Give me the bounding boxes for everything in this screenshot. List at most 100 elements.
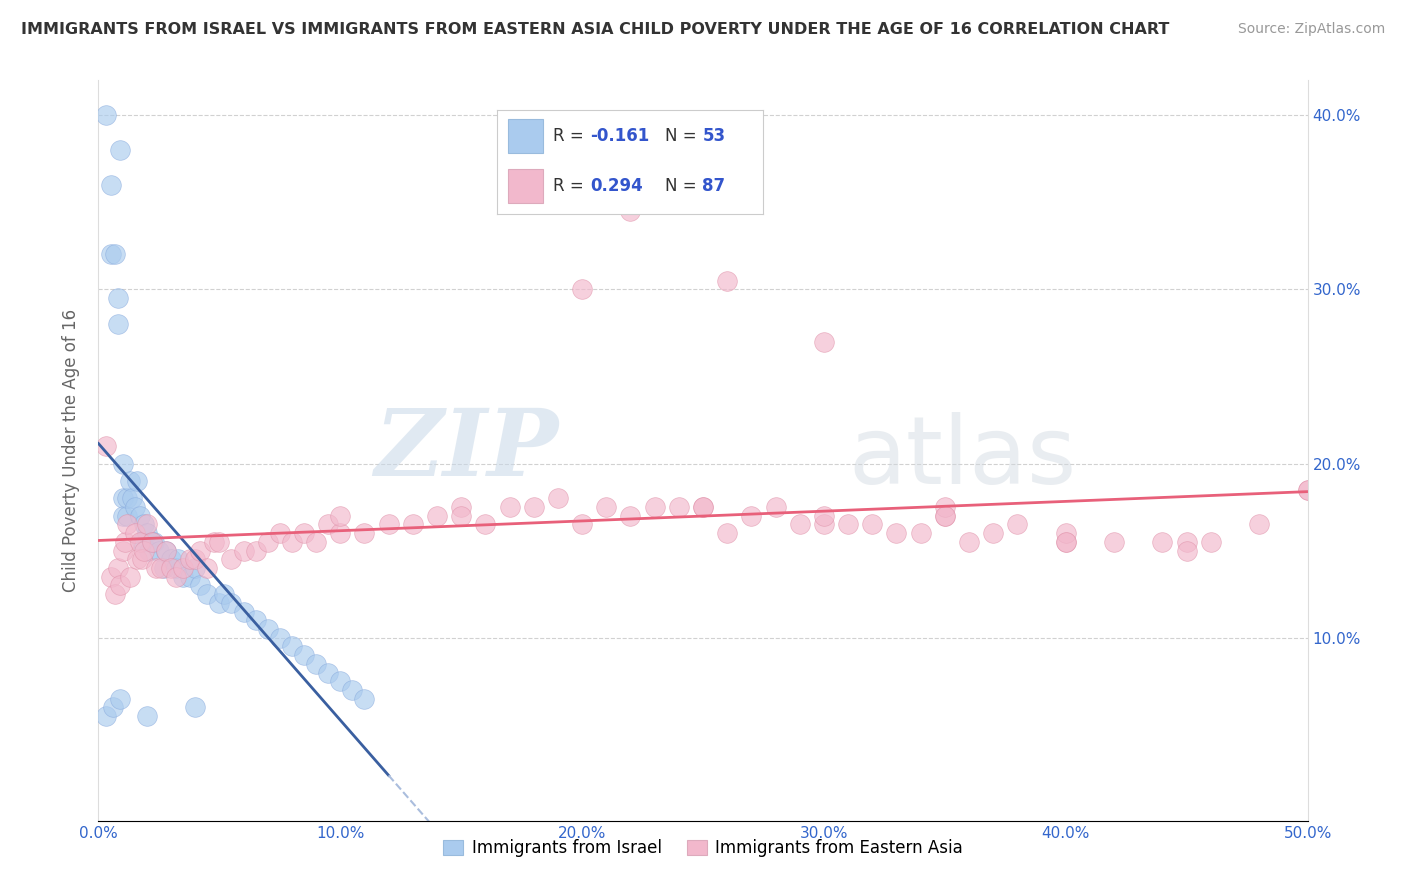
- Point: [221, 552, 243, 566]
- Point: [813, 334, 835, 349]
- Point: [138, 543, 160, 558]
- Point: [426, 508, 449, 523]
- Point: [195, 561, 218, 575]
- Point: [910, 526, 932, 541]
- Point: [353, 526, 375, 541]
- Point: [837, 517, 859, 532]
- Point: [155, 543, 177, 558]
- Point: [1296, 483, 1319, 497]
- Point: [141, 535, 163, 549]
- Point: [402, 517, 425, 532]
- Point: [150, 561, 173, 575]
- Point: [934, 508, 956, 523]
- Point: [104, 587, 127, 601]
- Point: [765, 500, 787, 514]
- Point: [204, 535, 226, 549]
- Point: [179, 570, 201, 584]
- Point: [124, 500, 146, 514]
- Point: [245, 613, 267, 627]
- Point: [256, 535, 278, 549]
- Point: [547, 491, 569, 506]
- Point: [619, 508, 641, 523]
- Point: [208, 596, 231, 610]
- Point: [1054, 535, 1077, 549]
- Point: [131, 552, 153, 566]
- Point: [160, 552, 183, 566]
- Point: [141, 535, 163, 549]
- Point: [377, 517, 399, 532]
- Y-axis label: Child Poverty Under the Age of 16: Child Poverty Under the Age of 16: [62, 309, 80, 592]
- Point: [813, 508, 835, 523]
- Point: [111, 491, 134, 506]
- Point: [450, 508, 472, 523]
- Point: [114, 535, 136, 549]
- Text: IMMIGRANTS FROM ISRAEL VS IMMIGRANTS FROM EASTERN ASIA CHILD POVERTY UNDER THE A: IMMIGRANTS FROM ISRAEL VS IMMIGRANTS FRO…: [21, 22, 1170, 37]
- Point: [716, 274, 738, 288]
- Point: [127, 474, 149, 488]
- Point: [498, 500, 520, 514]
- Point: [281, 640, 304, 654]
- Point: [94, 439, 117, 453]
- Point: [329, 674, 352, 689]
- Point: [121, 491, 143, 506]
- Point: [1296, 483, 1319, 497]
- Point: [692, 500, 714, 514]
- Point: [165, 570, 187, 584]
- Point: [131, 535, 153, 549]
- Point: [668, 500, 690, 514]
- Text: atlas: atlas: [848, 412, 1077, 504]
- Point: [292, 648, 315, 662]
- Point: [316, 517, 339, 532]
- Point: [1102, 535, 1125, 549]
- Point: [179, 552, 201, 566]
- Point: [167, 552, 190, 566]
- Point: [1054, 535, 1077, 549]
- Point: [128, 508, 150, 523]
- Point: [644, 500, 666, 514]
- Point: [111, 457, 134, 471]
- Point: [934, 508, 956, 523]
- Point: [165, 561, 187, 575]
- Point: [860, 517, 883, 532]
- Point: [145, 561, 167, 575]
- Point: [184, 700, 207, 714]
- Point: [474, 517, 496, 532]
- Point: [740, 508, 762, 523]
- Point: [184, 561, 207, 575]
- Point: [269, 526, 291, 541]
- Point: [571, 282, 593, 296]
- Legend: Immigrants from Israel, Immigrants from Eastern Asia: Immigrants from Israel, Immigrants from …: [437, 833, 969, 864]
- Point: [886, 526, 908, 541]
- Point: [128, 535, 150, 549]
- Point: [1199, 535, 1222, 549]
- Point: [188, 578, 211, 592]
- Point: [813, 517, 835, 532]
- Point: [104, 247, 127, 261]
- Point: [269, 631, 291, 645]
- Point: [117, 517, 139, 532]
- Point: [160, 561, 183, 575]
- Point: [281, 535, 304, 549]
- Point: [111, 543, 134, 558]
- Point: [292, 526, 315, 541]
- Point: [305, 657, 328, 671]
- Point: [208, 535, 231, 549]
- Point: [195, 587, 218, 601]
- Point: [108, 143, 131, 157]
- Point: [188, 543, 211, 558]
- Point: [143, 535, 166, 549]
- Point: [127, 552, 149, 566]
- Point: [329, 508, 352, 523]
- Point: [118, 570, 141, 584]
- Point: [1007, 517, 1029, 532]
- Point: [981, 526, 1004, 541]
- Text: Source: ZipAtlas.com: Source: ZipAtlas.com: [1237, 22, 1385, 37]
- Point: [353, 691, 375, 706]
- Point: [1249, 517, 1271, 532]
- Text: ZIP: ZIP: [374, 406, 558, 495]
- Point: [117, 508, 139, 523]
- Point: [245, 543, 267, 558]
- Point: [329, 526, 352, 541]
- Point: [1054, 526, 1077, 541]
- Point: [94, 709, 117, 723]
